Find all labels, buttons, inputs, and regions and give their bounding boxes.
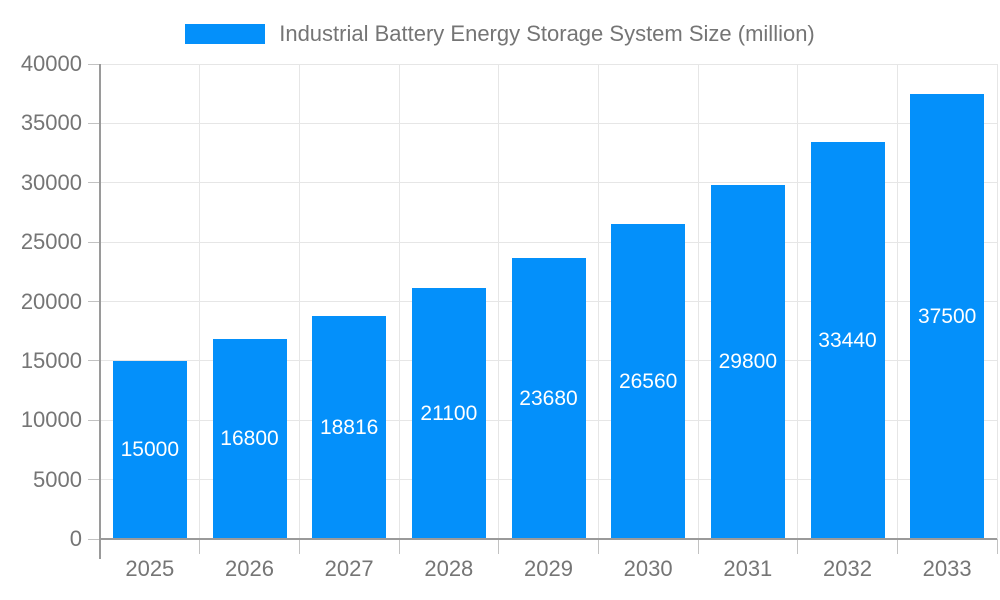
x-axis-tick [199, 539, 201, 554]
bar-value-label: 21100 [420, 401, 478, 425]
bar-value-label: 37500 [917, 304, 977, 328]
x-axis-label: 2031 [723, 556, 773, 581]
legend-swatch [185, 24, 266, 44]
x-axis-tick [996, 539, 998, 554]
legend: Industrial Battery Energy Storage System… [0, 21, 1000, 46]
x-axis-label: 2026 [225, 556, 274, 581]
bar-value-label: 18816 [319, 415, 379, 439]
gridline-horizontal [100, 63, 997, 65]
bar-value-label: 26560 [618, 369, 678, 393]
x-axis-tick [896, 539, 898, 554]
gridline-vertical [298, 64, 300, 539]
gridline-vertical [697, 64, 699, 539]
y-axis-label: 20000 [20, 288, 82, 314]
plot-area: 0 5000 10000 15000 20000 25000 30000 35000 40000… [21, 52, 998, 581]
x-axis-tick [398, 539, 400, 554]
y-axis-label: 30000 [20, 169, 82, 195]
gridline-vertical [597, 64, 599, 539]
x-axis-tick [697, 539, 699, 554]
y-axis-label: 10000 [20, 407, 82, 433]
bar [312, 316, 387, 539]
gridline-horizontal [100, 182, 997, 184]
bar [810, 142, 885, 539]
y-axis-tick [88, 63, 100, 65]
y-axis-label: 25000 [20, 229, 82, 255]
y-axis-tick [88, 479, 100, 481]
bar [511, 258, 586, 539]
y-axis-line [99, 64, 101, 559]
y-axis-tick [88, 538, 100, 540]
bar [112, 361, 187, 539]
gridline-vertical [797, 64, 799, 539]
bar-value-label: 33440 [818, 328, 877, 352]
x-axis-label: 2033 [922, 556, 972, 581]
y-axis-label: 15000 [20, 347, 82, 373]
bar [710, 185, 785, 539]
x-axis-tick [797, 539, 799, 554]
gridline-vertical [398, 64, 400, 539]
gridline-vertical [199, 64, 201, 539]
y-axis-tick [88, 122, 100, 124]
gridline-horizontal [100, 122, 997, 124]
gridline-vertical [498, 64, 500, 539]
y-axis-tick [88, 241, 100, 243]
bar-value-label: 15000 [120, 438, 180, 461]
gridline-vertical [996, 64, 998, 539]
bar [411, 288, 486, 539]
x-axis-line [100, 538, 997, 540]
bar [910, 94, 985, 539]
y-axis-tick [88, 301, 100, 302]
gridline-vertical [896, 64, 898, 539]
legend-label: Industrial Battery Energy Storage System… [279, 21, 815, 46]
y-axis-tick [88, 419, 100, 421]
bar-value-label: 29800 [718, 350, 778, 373]
x-axis-tick [498, 539, 500, 554]
x-axis-label: 2029 [524, 556, 573, 581]
gridline-horizontal [100, 241, 997, 243]
x-axis-label: 2030 [623, 556, 673, 581]
bar [212, 339, 287, 539]
x-axis-label: 2027 [324, 556, 374, 581]
y-axis-label: 0 [69, 526, 82, 551]
y-axis-label: 35000 [20, 110, 82, 136]
bar-value-label: 16800 [220, 427, 279, 450]
y-axis-tick [88, 182, 100, 184]
x-axis-label: 2028 [424, 556, 474, 581]
y-axis-tick [88, 360, 100, 362]
y-axis-label: 40000 [20, 51, 82, 76]
x-axis-label: 2025 [125, 556, 175, 581]
x-axis-tick [298, 539, 300, 554]
y-axis-label: 5000 [33, 466, 82, 492]
x-axis-label: 2032 [823, 556, 872, 581]
x-axis-tick [597, 539, 599, 554]
bar [611, 224, 686, 539]
bar-value-label: 23680 [519, 386, 578, 410]
